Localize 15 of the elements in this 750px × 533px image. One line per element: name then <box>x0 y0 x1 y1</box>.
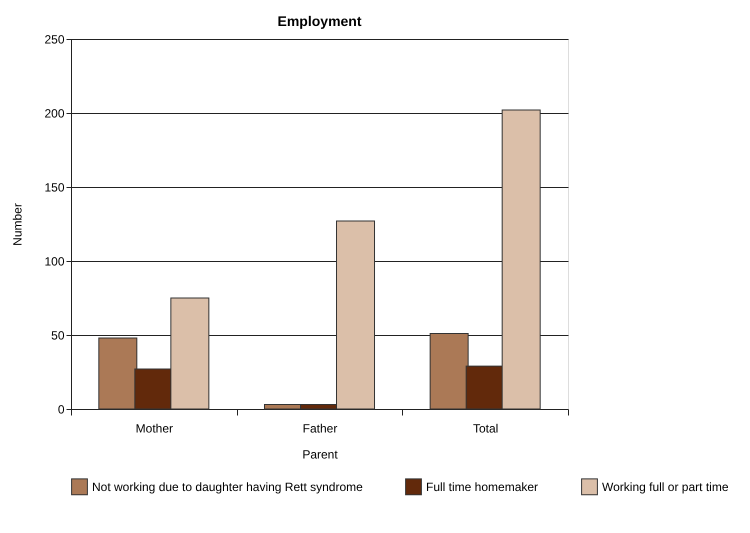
x-tick-label: Father <box>302 422 338 436</box>
legend-label: Working full or part time <box>602 480 729 494</box>
x-axis-title: Parent <box>302 448 338 462</box>
y-tick-label: 250 <box>44 32 65 46</box>
legend-label: Not working due to daughter having Rett syndrome <box>92 480 364 494</box>
legend-label: Full time homemaker <box>426 480 538 494</box>
y-tick-label: 150 <box>44 180 65 194</box>
y-tick-label: 0 <box>58 402 65 416</box>
y-tick-label: 50 <box>51 328 65 342</box>
x-tick-label: Total <box>472 422 498 436</box>
y-tick-label: 100 <box>44 254 65 268</box>
chart-title: Employment <box>277 13 362 29</box>
y-axis-title: Number <box>10 203 24 246</box>
x-tick-label: Mother <box>136 422 174 436</box>
y-tick-label: 200 <box>44 106 65 120</box>
